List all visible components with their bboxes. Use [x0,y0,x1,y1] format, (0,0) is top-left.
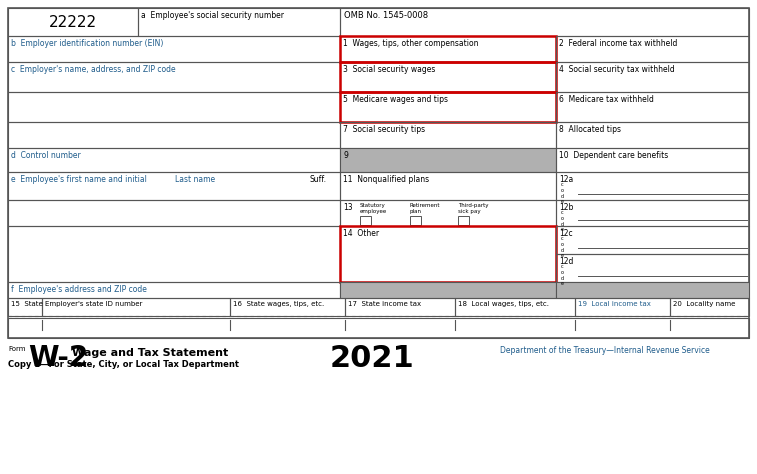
Text: a  Employee's social security number: a Employee's social security number [141,11,284,20]
Bar [556,122,749,148]
Text: W-2: W-2 [28,344,89,372]
Text: 1  Wages, tips, other compensation: 1 Wages, tips, other compensation [343,39,478,48]
Bar [455,298,575,316]
Bar [556,148,749,172]
Bar [556,226,749,254]
Text: 12b: 12b [559,203,573,212]
Text: c
o
d
e: c o d e [561,236,564,258]
Text: Retirement
plan: Retirement plan [410,203,441,214]
Bar [8,226,340,282]
Text: 2021: 2021 [330,344,415,373]
Bar [458,216,469,225]
Bar [340,92,556,122]
Bar [556,200,749,226]
Bar [8,282,340,298]
Bar [340,122,556,148]
Text: 9: 9 [343,151,348,160]
Bar [340,36,556,62]
Bar [360,216,371,225]
Bar [556,36,749,62]
Text: 7  Social security tips: 7 Social security tips [343,125,425,134]
Text: Suff.: Suff. [310,175,327,184]
Bar [340,172,556,200]
Text: c
o
d
e: c o d e [561,264,564,286]
Bar [340,200,556,226]
Text: 22222: 22222 [49,15,97,29]
Text: 15  State: 15 State [11,301,42,307]
Text: 17  State income tax: 17 State income tax [348,301,421,307]
Text: c
o
d
e: c o d e [561,210,564,232]
Text: f  Employee's address and ZIP code: f Employee's address and ZIP code [11,285,147,294]
Text: 20  Locality name: 20 Locality name [673,301,735,307]
Bar [556,92,749,122]
Bar [8,148,340,172]
Text: d  Control number: d Control number [11,151,81,160]
Bar [556,254,749,282]
Bar [670,298,749,316]
Bar [42,298,230,316]
Bar [410,216,421,225]
Text: 3  Social security wages: 3 Social security wages [343,65,435,74]
Text: 4  Social security tax withheld: 4 Social security tax withheld [559,65,674,74]
Text: OMB No. 1545-0008: OMB No. 1545-0008 [344,11,428,20]
Text: 19  Local income tax: 19 Local income tax [578,301,651,307]
Text: Wage and Tax Statement: Wage and Tax Statement [72,348,229,358]
Bar [8,8,138,36]
Text: 12a: 12a [559,175,573,184]
Text: 14  Other: 14 Other [343,229,379,238]
Text: Last name: Last name [175,175,215,184]
Bar [575,298,670,316]
Bar [556,172,749,200]
Bar [340,282,556,298]
Bar [340,226,556,282]
Text: 8  Allocated tips: 8 Allocated tips [559,125,621,134]
Text: 12c: 12c [559,229,572,238]
Bar [230,298,345,316]
Bar [556,282,749,298]
Bar [8,62,340,92]
Bar [556,62,749,92]
Text: Form: Form [8,346,26,352]
Bar [8,36,340,62]
Bar [340,148,556,172]
Bar [8,8,749,338]
Bar [8,122,340,148]
Text: b  Employer identification number (EIN): b Employer identification number (EIN) [11,39,164,48]
Text: 16  State wages, tips, etc.: 16 State wages, tips, etc. [233,301,324,307]
Text: e  Employee's first name and initial: e Employee's first name and initial [11,175,147,184]
Bar [8,92,340,122]
Bar [8,318,749,338]
Text: 12d: 12d [559,257,573,266]
Text: 2  Federal income tax withheld: 2 Federal income tax withheld [559,39,678,48]
Bar [340,62,556,92]
Text: 18  Local wages, tips, etc.: 18 Local wages, tips, etc. [458,301,549,307]
Bar [138,8,340,36]
Text: 5  Medicare wages and tips: 5 Medicare wages and tips [343,95,448,104]
Text: 10  Dependent care benefits: 10 Dependent care benefits [559,151,668,160]
Text: 11  Nonqualified plans: 11 Nonqualified plans [343,175,429,184]
Bar [340,8,749,36]
Text: Statutory
employee: Statutory employee [360,203,388,214]
Text: Third-party
sick pay: Third-party sick pay [458,203,488,214]
Text: 13: 13 [343,203,353,212]
Bar [8,200,340,226]
Text: Department of the Treasury—Internal Revenue Service: Department of the Treasury—Internal Reve… [500,346,710,355]
Bar [8,298,42,316]
Text: 6  Medicare tax withheld: 6 Medicare tax withheld [559,95,654,104]
Bar [345,298,455,316]
Text: Copy 1—For State, City, or Local Tax Department: Copy 1—For State, City, or Local Tax Dep… [8,360,239,369]
Text: c
o
d
e: c o d e [561,182,564,204]
Bar [8,172,340,200]
Text: Employer's state ID number: Employer's state ID number [45,301,142,307]
Text: c  Employer's name, address, and ZIP code: c Employer's name, address, and ZIP code [11,65,176,74]
